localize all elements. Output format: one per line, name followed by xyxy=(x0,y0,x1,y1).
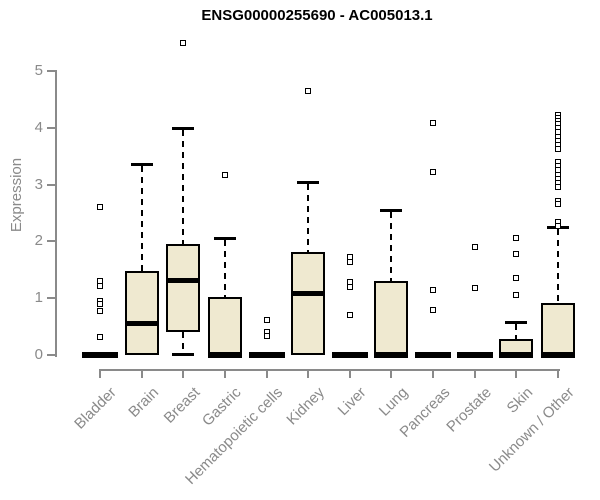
outlier-point xyxy=(97,283,103,290)
x-tick-label: Kidney xyxy=(283,384,329,429)
box-kidney xyxy=(291,252,326,355)
median-line xyxy=(374,351,409,358)
outlier-point xyxy=(471,284,478,291)
outlier-point xyxy=(97,300,103,307)
box-collapsed-prostate xyxy=(456,352,493,358)
y-tick xyxy=(47,240,57,243)
outlier-point xyxy=(263,332,270,339)
box-breast xyxy=(166,244,201,332)
outlier-point xyxy=(513,291,520,298)
outlier-point xyxy=(471,244,478,251)
outlier-point xyxy=(97,204,103,211)
outlier-point xyxy=(346,258,353,265)
y-tick xyxy=(47,126,57,129)
chart-title: ENSG00000255690 - AC005013.1 xyxy=(201,7,433,24)
y-tick-label: 4 xyxy=(34,118,43,136)
y-tick-label: 5 xyxy=(34,62,43,79)
x-tick-label: Brain xyxy=(124,384,162,421)
whisker-line xyxy=(140,165,143,271)
x-tick xyxy=(140,368,143,378)
outlier-point xyxy=(513,250,520,257)
x-tick xyxy=(432,368,435,378)
whisker-cap xyxy=(297,180,320,184)
median-line xyxy=(207,351,242,358)
outlier-point xyxy=(430,168,437,175)
outlier-point xyxy=(513,234,520,241)
whisker-line xyxy=(182,331,185,352)
y-tick-label: 2 xyxy=(34,232,43,250)
outlier-point xyxy=(97,307,103,314)
box-collapsed-liver xyxy=(331,352,368,358)
outlier-point xyxy=(221,171,228,178)
y-tick xyxy=(47,70,57,72)
x-tick-label: Bladder xyxy=(71,384,121,433)
box-collapsed-bladder xyxy=(82,352,118,358)
whisker-line xyxy=(390,211,393,281)
y-tick-label: 0 xyxy=(34,346,43,363)
whisker-line xyxy=(307,183,310,253)
y-tick-label: 3 xyxy=(34,175,43,193)
x-tick xyxy=(307,368,310,378)
median-line xyxy=(499,351,534,358)
y-tick xyxy=(47,354,57,356)
whisker-line xyxy=(182,129,185,245)
x-tick xyxy=(265,368,268,378)
outlier-point xyxy=(430,286,437,293)
whisker-cap xyxy=(172,352,195,356)
outlier-point xyxy=(554,145,561,152)
x-tick xyxy=(556,368,559,378)
outlier-point xyxy=(513,274,520,281)
outlier-point xyxy=(554,183,561,190)
x-tick xyxy=(390,368,393,378)
y-tick xyxy=(47,183,57,186)
x-tick-label: Prostate xyxy=(443,384,495,436)
outlier-point xyxy=(554,201,561,208)
outlier-point xyxy=(346,312,353,319)
outlier-point xyxy=(97,333,103,340)
x-tick-label: Breast xyxy=(160,384,204,427)
x-tick xyxy=(223,368,226,378)
box-collapsed-hematopoietic-cells xyxy=(248,352,285,358)
whisker-cap xyxy=(172,126,195,130)
y-tick-label: 1 xyxy=(34,289,43,307)
median-line xyxy=(124,321,159,327)
x-axis-line xyxy=(100,368,560,371)
box-gastric xyxy=(207,297,242,355)
outlier-point xyxy=(180,39,187,46)
box-brain xyxy=(124,270,159,355)
median-line xyxy=(291,290,326,296)
outlier-point xyxy=(305,87,312,94)
x-tick-label: Liver xyxy=(334,384,370,420)
whisker-line xyxy=(556,228,559,303)
x-tick-label: Lung xyxy=(375,384,412,420)
y-tick xyxy=(47,297,57,300)
x-tick-label: Skin xyxy=(503,384,537,417)
outlier-point xyxy=(554,223,561,230)
x-tick xyxy=(99,368,101,378)
x-tick xyxy=(348,368,351,378)
whisker-cap xyxy=(380,208,403,212)
box-lung xyxy=(374,280,409,355)
box-collapsed-pancreas xyxy=(415,352,452,358)
median-line xyxy=(166,277,201,283)
outlier-point xyxy=(346,283,353,290)
outlier-point xyxy=(263,316,270,323)
box-unknown-other xyxy=(540,302,575,355)
whisker-cap xyxy=(213,236,236,240)
y-axis-line xyxy=(55,71,57,357)
x-tick xyxy=(473,368,476,378)
whisker-line xyxy=(515,324,518,339)
outlier-point xyxy=(430,120,437,127)
whisker-cap xyxy=(130,162,153,166)
x-tick xyxy=(182,368,185,378)
median-line xyxy=(540,351,575,358)
outlier-point xyxy=(430,307,437,314)
whisker-line xyxy=(223,239,226,298)
x-tick xyxy=(515,368,518,378)
whisker-cap xyxy=(505,321,528,325)
